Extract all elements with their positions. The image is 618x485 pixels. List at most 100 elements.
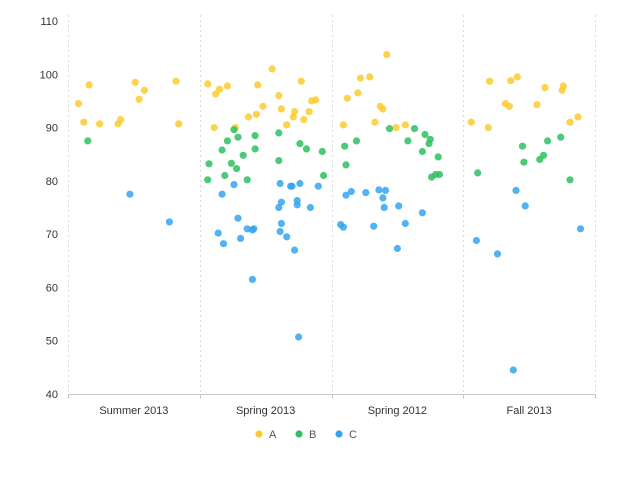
data-point-c: [291, 246, 299, 254]
data-point-a: [559, 82, 568, 90]
data-point-b: [243, 176, 251, 184]
data-point-c: [230, 181, 238, 189]
data-point-c: [380, 203, 388, 212]
data-point-b: [540, 151, 548, 159]
data-point-a: [354, 89, 362, 97]
data-point-a: [96, 120, 104, 128]
data-point-b: [320, 171, 328, 180]
data-point-a: [291, 108, 299, 116]
data-point-a: [541, 84, 549, 92]
data-point-a: [259, 102, 267, 110]
legend-label: C: [349, 429, 357, 441]
legend-item-b: B: [295, 429, 316, 441]
data-point-c: [418, 209, 426, 217]
data-point-b: [385, 125, 394, 133]
data-point-c: [375, 186, 383, 194]
data-point-a: [117, 116, 125, 124]
data-point-c: [218, 190, 226, 198]
x-tick-label: Spring 2013: [236, 405, 295, 417]
data-point-a: [297, 77, 305, 85]
data-point-c: [219, 240, 228, 248]
data-point-a: [277, 105, 285, 113]
data-point-a: [566, 118, 574, 126]
data-point-b: [474, 169, 482, 177]
legend-label: A: [269, 429, 277, 441]
data-point-c: [395, 202, 403, 210]
data-point-b: [404, 137, 412, 145]
data-point-b: [302, 145, 311, 153]
y-tick-label: 100: [40, 69, 58, 81]
data-point-b: [296, 140, 304, 148]
data-point-c: [234, 214, 242, 222]
data-point-b: [544, 137, 552, 145]
data-point-c: [165, 218, 173, 226]
data-point-a: [574, 113, 582, 121]
legend-marker-c: [335, 430, 343, 438]
data-point-c: [521, 202, 529, 210]
data-point-c: [393, 244, 401, 253]
data-point-b: [341, 142, 349, 150]
data-point-a: [254, 81, 262, 89]
data-point-b: [352, 137, 361, 145]
y-tick-label: 40: [46, 389, 58, 401]
axis-layer: Summer 2013 Spring 2013 Spring 2012 Fall 20…: [40, 16, 596, 417]
data-point-c: [248, 275, 256, 283]
data-point-a: [140, 86, 148, 94]
data-point-b: [251, 145, 259, 153]
data-point-b: [421, 130, 429, 139]
data-point-a: [533, 101, 541, 109]
data-point-a: [343, 94, 351, 102]
grid-layer: [68, 15, 596, 394]
data-point-b: [342, 161, 350, 169]
y-tick-label: 70: [46, 229, 58, 241]
data-point-b: [84, 137, 92, 145]
y-tick-label: 80: [46, 176, 58, 188]
data-point-b: [418, 147, 426, 156]
data-point-c: [126, 190, 134, 198]
y-tick-label: 50: [46, 336, 58, 348]
data-point-b: [426, 135, 434, 143]
data-point-b: [518, 142, 527, 150]
data-point-a: [392, 124, 400, 132]
data-point-c: [277, 219, 285, 228]
data-point-b: [233, 165, 241, 173]
data-point-b: [275, 129, 283, 137]
data-point-b: [221, 171, 229, 180]
y-tick-label: 60: [46, 282, 58, 294]
data-point-c: [512, 186, 520, 194]
data-point-b: [204, 176, 212, 184]
data-point-c: [276, 179, 284, 188]
data-point-a: [215, 85, 224, 93]
data-point-a: [80, 118, 88, 126]
data-point-a: [383, 51, 391, 59]
data-point-a: [339, 121, 347, 129]
y-tick-label: 90: [46, 123, 58, 135]
data-point-a: [268, 65, 276, 73]
data-point-a: [366, 73, 374, 81]
data-point-c: [314, 182, 322, 190]
data-point-a: [484, 124, 492, 132]
data-point-a: [223, 82, 231, 90]
data-point-c: [401, 219, 409, 228]
data-point-a: [131, 78, 139, 86]
data-point-a: [507, 77, 515, 85]
data-point-a: [283, 121, 291, 129]
data-point-a: [275, 92, 283, 100]
data-point-b: [234, 133, 242, 141]
data-point-b: [434, 153, 442, 161]
data-point-a: [172, 77, 180, 85]
data-point-c: [472, 236, 480, 245]
legend-marker-b: [295, 430, 303, 438]
y-tick-label: 110: [40, 16, 58, 28]
data-point-a: [467, 118, 475, 126]
data-point-c: [276, 227, 284, 236]
legend: A B C: [255, 429, 357, 441]
data-point-c: [339, 223, 347, 231]
data-point-c: [296, 179, 304, 188]
data-point-c: [509, 366, 517, 374]
data-point-a: [175, 120, 183, 128]
data-point-c: [277, 198, 285, 206]
data-point-b: [410, 125, 419, 133]
